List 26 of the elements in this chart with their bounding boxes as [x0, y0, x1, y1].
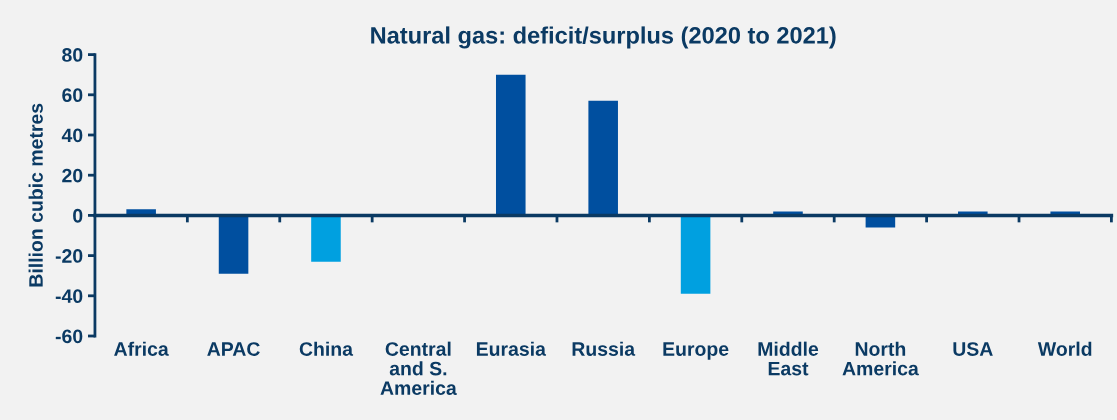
x-tick-label: Eurasia — [476, 341, 547, 356]
x-tick-label: Central and S. America — [380, 341, 457, 395]
x-tick-label: World — [1037, 341, 1092, 356]
x-tick-label: North America — [842, 341, 919, 376]
bar — [311, 215, 341, 262]
y-tick-label: 80 — [62, 48, 83, 62]
x-tick-label: Middle East — [758, 341, 819, 376]
y-tick-label: -20 — [55, 249, 83, 263]
x-tick-label: Russia — [572, 341, 636, 356]
x-tick-label: APAC — [207, 342, 260, 356]
x-tick-label: USA — [953, 342, 993, 356]
bar — [218, 215, 249, 274]
y-tick-label: 20 — [62, 168, 83, 183]
y-tick-label: -60 — [55, 329, 83, 344]
y-tick-label: -40 — [55, 289, 83, 304]
bar — [680, 215, 711, 294]
x-tick-label: Europe — [663, 342, 729, 360]
bar — [495, 74, 526, 216]
y-tick-label: 40 — [61, 128, 83, 143]
y-axis-title: Billion cubic metres — [28, 103, 43, 287]
bar — [588, 100, 618, 216]
y-tick-label: 60 — [62, 88, 83, 103]
y-tick-label: 0 — [73, 208, 83, 223]
x-tick-label: China — [299, 341, 354, 356]
chart-title: Natural gas: deficit/surplus (2020 to 2021) — [371, 26, 836, 49]
x-tick-label: Africa — [114, 341, 169, 356]
